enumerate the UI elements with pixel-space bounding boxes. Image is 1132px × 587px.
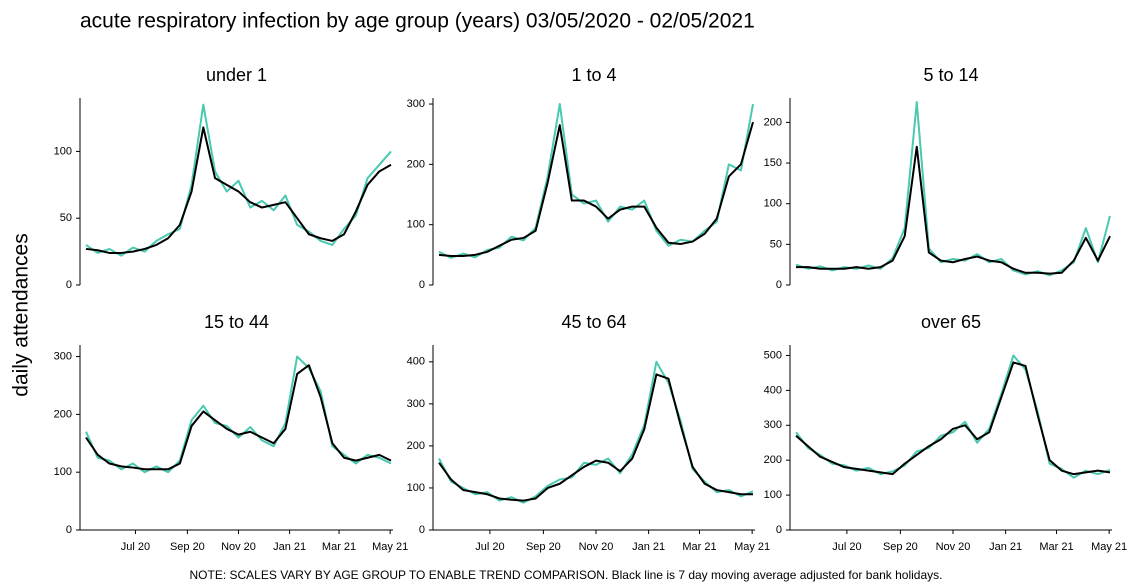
x-tick-label: Nov 20	[221, 541, 256, 553]
panel-title: 15 to 44	[204, 312, 269, 332]
x-tick-label: Jan 21	[632, 541, 665, 553]
x-tick-label: May 21	[734, 541, 770, 553]
y-tick-label: 200	[764, 116, 782, 128]
x-tick-label: Nov 20	[936, 541, 971, 553]
y-tick-label: 100	[54, 145, 72, 157]
daily-line	[795, 354, 1111, 479]
y-tick-label: 400	[764, 384, 782, 396]
y-tick-label: 50	[770, 238, 782, 250]
y-tick-label: 0	[419, 524, 425, 536]
x-tick-label: Jul 20	[832, 541, 861, 553]
daily-line	[85, 355, 392, 474]
panel-title: 5 to 14	[923, 65, 978, 85]
average-line	[438, 373, 753, 502]
x-tick-label: Nov 20	[579, 541, 614, 553]
y-tick-label: 500	[764, 349, 782, 361]
panel-title: under 1	[206, 65, 267, 85]
x-tick-label: Jul 20	[121, 541, 150, 553]
y-tick-label: 200	[764, 454, 782, 466]
average-line	[85, 126, 392, 254]
y-tick-label: 200	[407, 440, 425, 452]
y-tick-label: 0	[419, 279, 425, 291]
y-tick-label: 400	[407, 356, 425, 368]
y-tick-label: 300	[407, 98, 425, 110]
note: NOTE: SCALES VARY BY AGE GROUP TO ENABLE…	[190, 568, 943, 582]
x-tick-label: Jul 20	[475, 541, 504, 553]
y-tick-label: 0	[66, 524, 72, 536]
daily-line	[438, 360, 754, 504]
average-line	[85, 364, 392, 471]
y-tick-label: 100	[407, 482, 425, 494]
y-axis-label: daily attendances	[10, 233, 33, 396]
daily-line	[438, 103, 754, 259]
figure-title: acute respiratory infection by age group…	[80, 10, 755, 33]
y-tick-label: 50	[60, 212, 72, 224]
panel-title: 45 to 64	[561, 312, 626, 332]
y-tick-label: 0	[776, 279, 782, 291]
y-tick-label: 200	[54, 408, 72, 420]
x-tick-label: Jan 21	[989, 541, 1022, 553]
y-tick-label: 200	[407, 158, 425, 170]
y-tick-label: 300	[407, 398, 425, 410]
daily-line	[795, 101, 1111, 277]
y-tick-label: 0	[776, 524, 782, 536]
y-tick-label: 100	[764, 198, 782, 210]
x-tick-label: Mar 21	[1039, 541, 1073, 553]
average-line	[796, 145, 1111, 275]
x-tick-label: Mar 21	[682, 541, 716, 553]
x-tick-label: Jan 21	[273, 541, 306, 553]
x-tick-label: Sep 20	[883, 541, 918, 553]
y-tick-label: 150	[764, 157, 782, 169]
y-tick-label: 100	[54, 466, 72, 478]
average-line	[795, 361, 1111, 476]
x-tick-label: Mar 21	[322, 541, 356, 553]
x-tick-label: Sep 20	[526, 541, 561, 553]
x-tick-label: Sep 20	[170, 541, 205, 553]
average-line	[438, 121, 754, 258]
y-tick-label: 100	[764, 489, 782, 501]
panel-title: 1 to 4	[571, 65, 616, 85]
x-tick-label: May 21	[1091, 541, 1127, 553]
y-tick-label: 100	[407, 219, 425, 231]
y-tick-label: 0	[66, 279, 72, 291]
daily-line	[85, 103, 392, 257]
y-tick-label: 300	[54, 350, 72, 362]
y-tick-label: 300	[764, 419, 782, 431]
panel-title: over 65	[921, 312, 981, 332]
x-tick-label: May 21	[372, 541, 408, 553]
